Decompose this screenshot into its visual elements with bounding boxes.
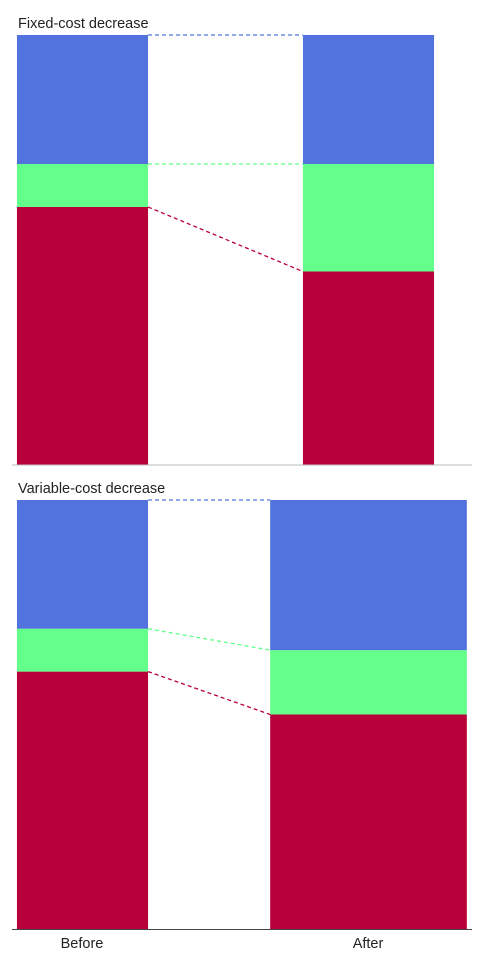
bar-after-red-segment <box>270 714 467 929</box>
x-tick-label-before: Before <box>61 936 104 952</box>
panel-title-fixed-cost: Fixed-cost decrease <box>18 16 149 32</box>
bar-after-red-segment <box>302 271 435 465</box>
panel-fixed-cost: Fixed-cost decrease <box>16 16 435 465</box>
x-tick-label-after: After <box>353 936 384 952</box>
bar-before-green-segment <box>16 164 149 207</box>
bar-after-green-segment <box>270 650 467 715</box>
bar-before-green-segment <box>16 628 149 672</box>
bar-after-blue-segment <box>302 35 435 164</box>
panel-title-variable-cost: Variable-cost decrease <box>18 481 165 497</box>
panel-variable-cost: Variable-cost decrease <box>16 481 467 929</box>
bar-before-blue-segment <box>16 500 149 629</box>
connector-red-line <box>147 206 304 273</box>
connector-green-line <box>147 628 271 651</box>
connector-red-line <box>147 670 271 716</box>
bar-before-red-segment <box>16 671 149 929</box>
bar-after-blue-segment <box>270 500 467 651</box>
bar-after-green-segment <box>302 164 435 272</box>
bar-before-red-segment <box>16 207 149 465</box>
bar-before-blue-segment <box>16 35 149 164</box>
